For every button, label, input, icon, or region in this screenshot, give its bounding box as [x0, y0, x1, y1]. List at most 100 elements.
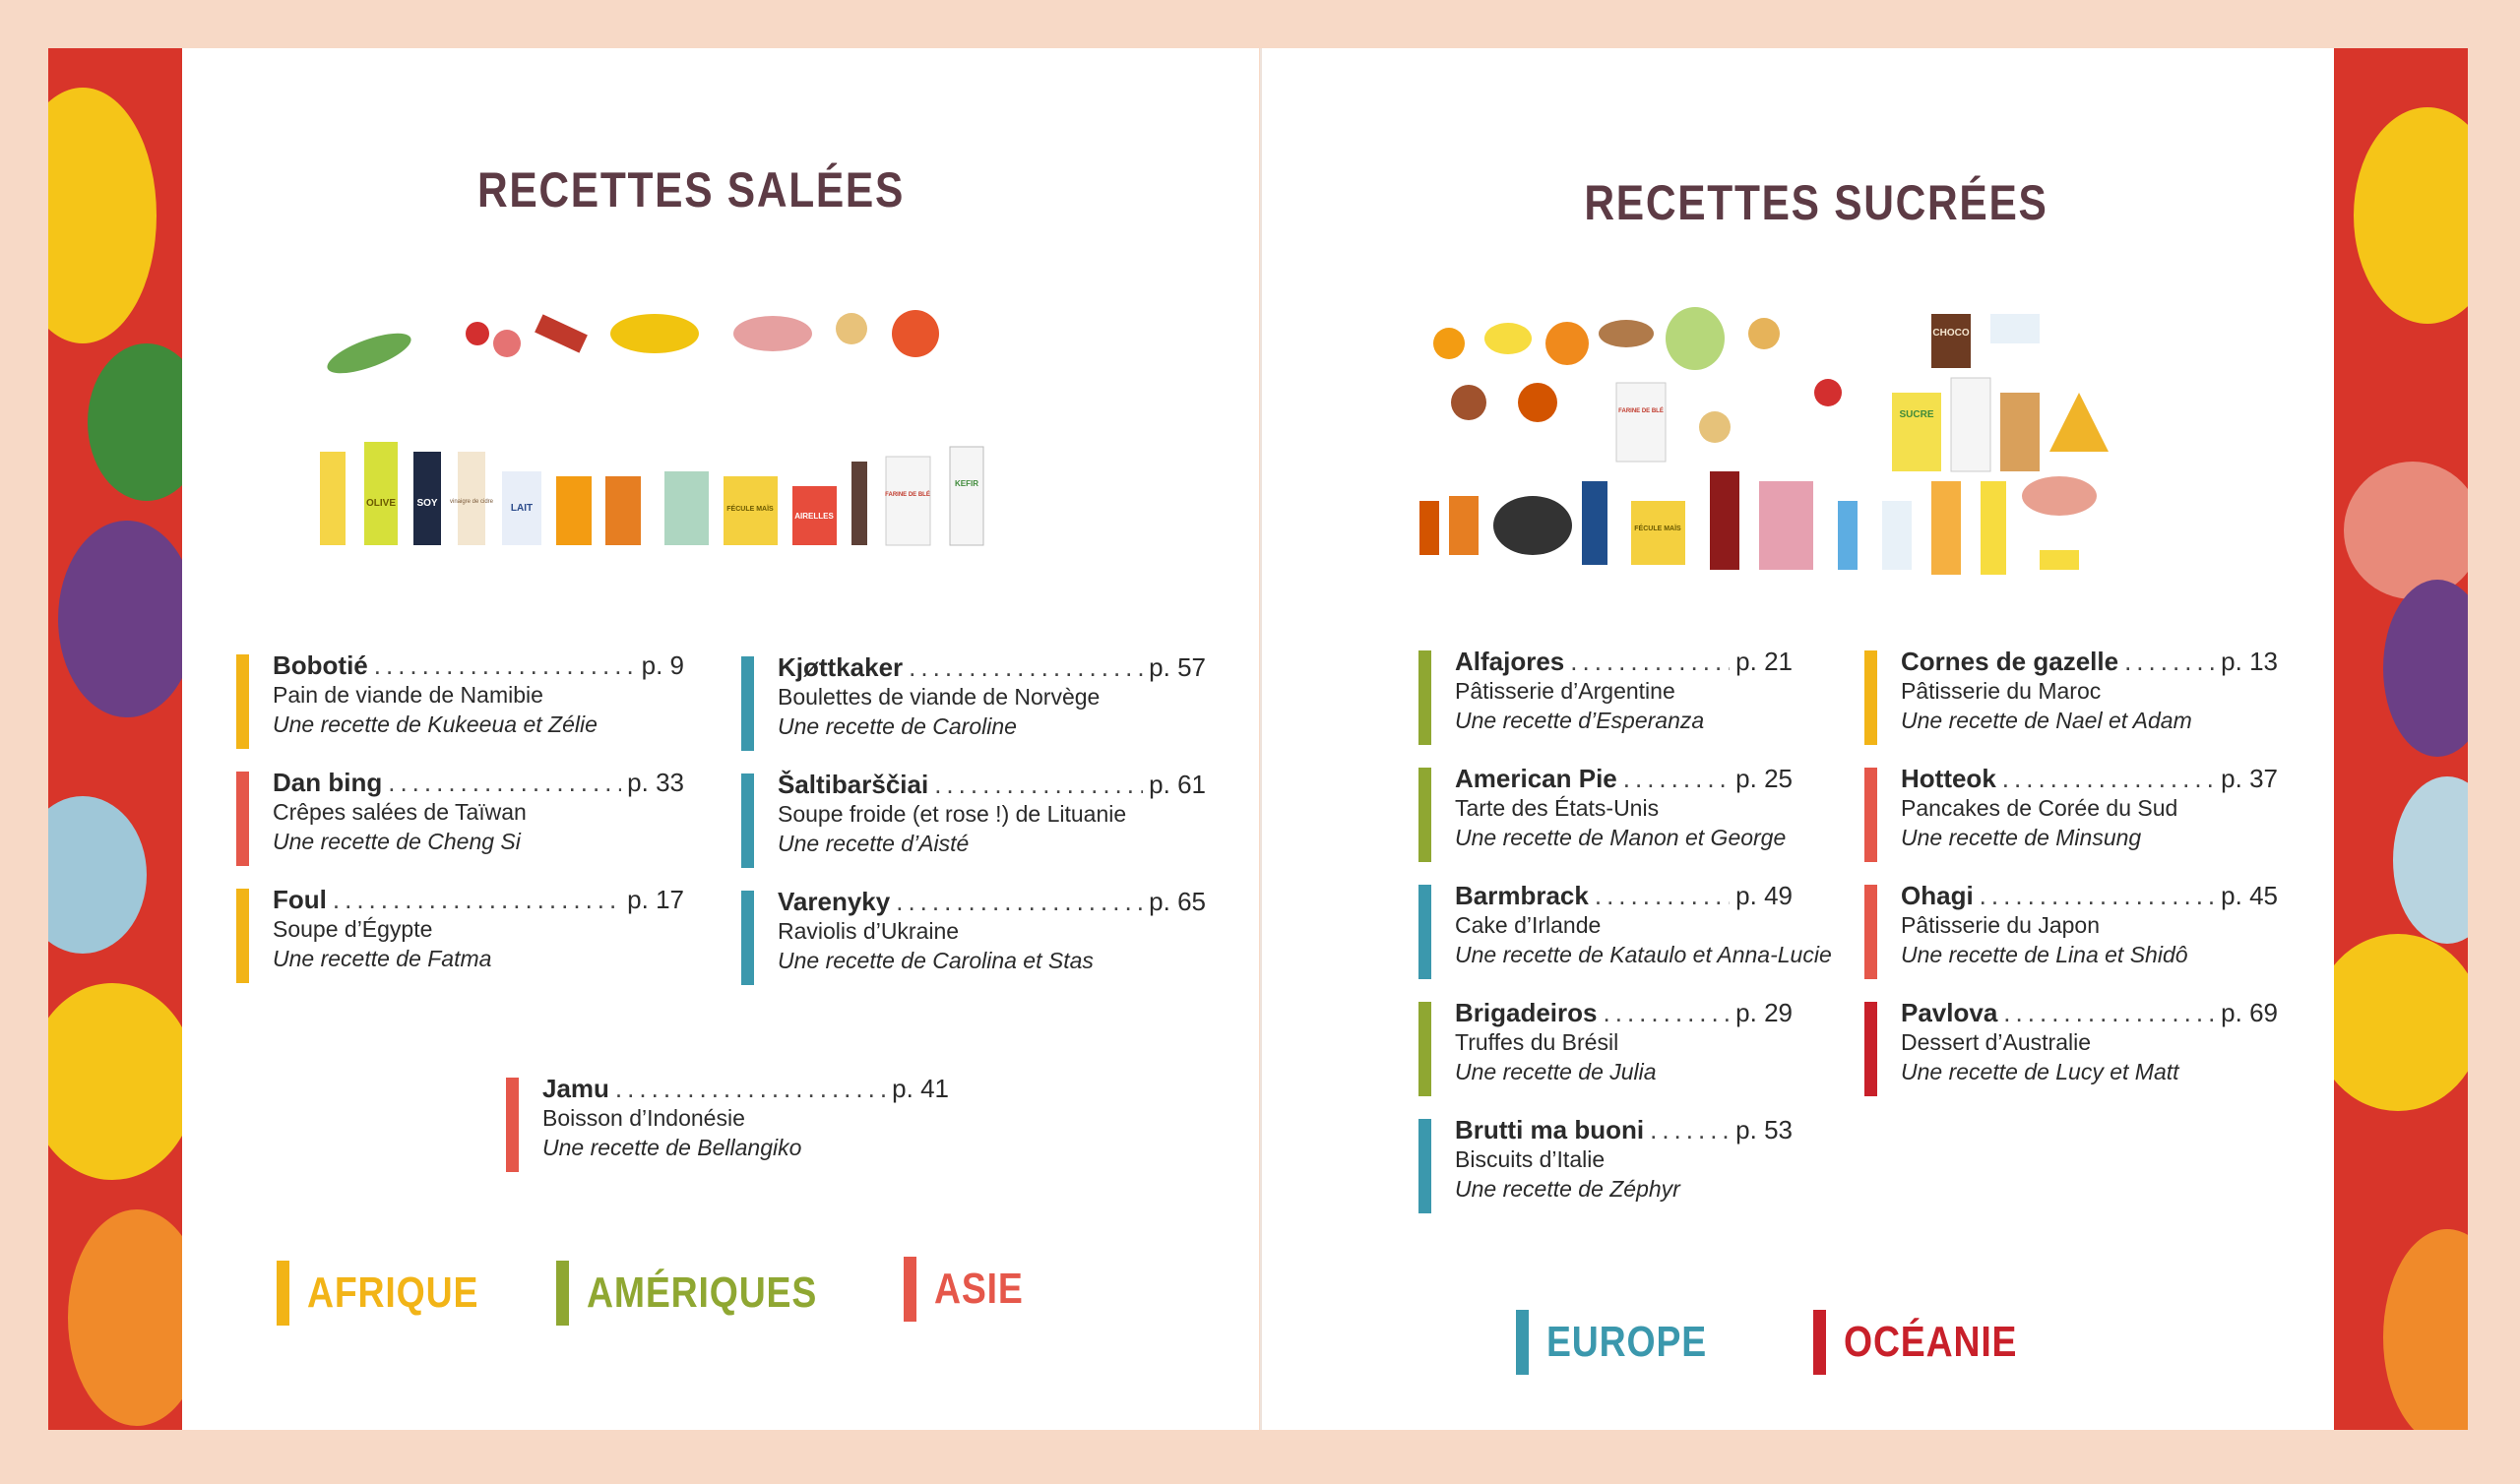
recipe-author: Une recette d’Aisté: [778, 831, 970, 856]
recipe-entry[interactable]: Barmbrack p. 49 Cake d’Irlande Une recett…: [1418, 881, 1832, 979]
dot-leader: [1623, 764, 1730, 793]
dot-leader: [2003, 998, 2215, 1027]
region-bar: [506, 1078, 519, 1172]
continent-label-europe: EUROPE: [1516, 1310, 1735, 1375]
recipe-author: Une recette de Julia: [1455, 1059, 1657, 1084]
package-label-airelles: AIRELLES: [794, 512, 834, 521]
package-label-farine: FARINE DE BLÉ: [1618, 406, 1664, 414]
recipe-author: Une recette de Cheng Si: [273, 829, 521, 854]
savory-ingredients-illustration: OLIVE SOY vinaigre de cidre LAIT FÉCULE …: [320, 310, 984, 546]
recipe-author: Une recette de Kataulo et Anna-Lucie: [1455, 942, 1832, 967]
recipe-description: Raviolis d’Ukraine: [778, 918, 960, 944]
dot-leader: [1570, 647, 1730, 676]
recipe-name: Brigadeiros: [1455, 998, 1598, 1027]
page-number: p. 49: [1735, 881, 1793, 910]
recipe-entry[interactable]: Alfajores p. 21 Pâtisserie d’Argentine Un…: [1418, 647, 1793, 745]
recipe-entry[interactable]: Dan bing p. 33 Crêpes salées de Taïwan Un…: [236, 768, 684, 866]
page-number: p. 57: [1149, 652, 1206, 682]
left-page: RECETTES SALÉES OLIVE SOY vinaigre de ci…: [182, 48, 1259, 1430]
region-bar: [741, 773, 754, 868]
recipe-name: Foul: [273, 885, 327, 914]
recipe-name: Barmbrack: [1455, 881, 1589, 910]
dot-leader: [1604, 998, 1731, 1027]
page-number: p. 9: [641, 650, 684, 680]
recipe-entry[interactable]: Šaltibarščiai p. 61 Soupe froide (et rose…: [741, 770, 1206, 868]
package-label-fecule: FÉCULE MAÏS: [726, 504, 774, 513]
page-title-sucrees: RECETTES SUCRÉES: [1584, 175, 2048, 230]
recipe-author: Une recette de Fatma: [273, 946, 492, 971]
recipe-description: Soupe d’Égypte: [273, 916, 433, 942]
region-bar: [1864, 650, 1877, 745]
recipe-entry[interactable]: Foul p. 17 Soupe d’Égypte Une recette de …: [236, 885, 684, 983]
recipe-description: Boulettes de viande de Norvège: [778, 684, 1101, 710]
recipe-entry[interactable]: Jamu p. 41 Boisson d’Indonésie Une recett…: [506, 1074, 949, 1172]
recipe-description: Biscuits d’Italie: [1455, 1146, 1606, 1172]
recipe-entry[interactable]: Varenyky p. 65 Raviolis d’Ukraine Une rec…: [741, 887, 1206, 985]
recipe-entry[interactable]: Brigadeiros p. 29 Truffes du Brésil Une r…: [1418, 998, 1793, 1096]
recipe-description: Soupe froide (et rose !) de Lituanie: [778, 801, 1127, 827]
recipe-name: Hotteok: [1901, 764, 1996, 793]
recipe-entry[interactable]: American Pie p. 25 Tarte des États-Unis U…: [1418, 764, 1793, 862]
dot-leader: [615, 1074, 886, 1103]
recipe-entry[interactable]: Bobotié p. 9 Pain de viande de Namibie Un…: [236, 650, 684, 749]
recipe-name: Kjøttkaker: [778, 652, 904, 682]
continent-label-asie: ASIE: [904, 1257, 1040, 1322]
dot-leader: [1650, 1115, 1730, 1144]
page-number: p. 13: [2221, 647, 2278, 676]
recipe-description: Pain de viande de Namibie: [273, 682, 543, 708]
page-number: p. 21: [1735, 647, 1793, 676]
recipe-entry[interactable]: Hotteok p. 37 Pancakes de Corée du Sud Un…: [1864, 764, 2278, 862]
region-bar: [1864, 768, 1877, 862]
page-number: p. 37: [2221, 764, 2278, 793]
package-label-lait: LAIT: [511, 503, 533, 514]
recipe-description: Pâtisserie d’Argentine: [1455, 678, 1675, 704]
recipe-name: Bobotié: [273, 650, 368, 680]
region-bar: [236, 889, 249, 983]
recipe-description: Pâtisserie du Japon: [1901, 912, 2101, 938]
painted-border-left: [48, 48, 182, 1430]
recipe-description: Crêpes salées de Taïwan: [273, 799, 527, 825]
region-bar: [1418, 768, 1431, 862]
recipe-name: Šaltibarščiai: [778, 770, 929, 799]
recipe-entry[interactable]: Ohagi p. 45 Pâtisserie du Japon Une recet…: [1864, 881, 2278, 979]
dot-leader: [333, 885, 621, 914]
recipe-author: Une recette de Carolina et Stas: [778, 948, 1094, 973]
recipe-name: Ohagi: [1901, 881, 1974, 910]
recipe-author: Une recette de Bellangiko: [542, 1135, 802, 1160]
recipe-entry[interactable]: Kjøttkaker p. 57 Boulettes de viande de N…: [741, 652, 1206, 751]
recipe-name: Alfajores: [1455, 647, 1565, 676]
page-number: p. 25: [1735, 764, 1793, 793]
recipe-name: Varenyky: [778, 887, 891, 916]
recipe-author: Une recette de Caroline: [778, 713, 1017, 739]
recipe-name: Dan bing: [273, 768, 383, 797]
recipe-description: Truffes du Brésil: [1455, 1029, 1619, 1055]
recipe-author: Une recette de Zéphyr: [1455, 1176, 1680, 1202]
recipe-description: Tarte des États-Unis: [1455, 795, 1660, 821]
region-bar: [1418, 885, 1431, 979]
dot-leader: [1595, 881, 1730, 910]
recipe-entry[interactable]: Pavlova p. 69 Dessert d’Australie Une rec…: [1864, 998, 2278, 1096]
recipe-author: Une recette de Nael et Adam: [1901, 708, 2192, 733]
recipe-author: Une recette de Lina et Shidô: [1901, 942, 2188, 967]
recipe-description: Cake d’Irlande: [1455, 912, 1602, 938]
region-bar: [1418, 650, 1431, 745]
continent-label-oceanie: OCÉANIE: [1813, 1310, 2048, 1375]
recipe-entry[interactable]: Cornes de gazelle p. 13 Pâtisserie du Mar…: [1864, 647, 2278, 745]
package-label-soy: SOY: [416, 498, 437, 509]
recipe-author: Une recette d’Esperanza: [1455, 708, 1705, 733]
continent-label-afrique: AFRIQUE: [277, 1261, 509, 1326]
page-number: p. 65: [1149, 887, 1206, 916]
region-bar: [1418, 1002, 1431, 1096]
region-bar: [1418, 1119, 1431, 1213]
package-label-vinaigre: vinaigre de cidre: [450, 499, 494, 505]
package-label-kefir: KEFIR: [955, 479, 978, 488]
region-bar: [236, 654, 249, 749]
recipe-entry[interactable]: Brutti ma buoni p. 53 Biscuits d’Italie U…: [1418, 1115, 1793, 1213]
page-number: p. 53: [1735, 1115, 1793, 1144]
recipe-name: American Pie: [1455, 764, 1617, 793]
package-label-choco: CHOCO: [1932, 328, 1969, 339]
recipe-name: Cornes de gazelle: [1901, 647, 2119, 676]
page-number: p. 17: [627, 885, 684, 914]
region-bar: [741, 656, 754, 751]
dot-leader: [1980, 881, 2216, 910]
